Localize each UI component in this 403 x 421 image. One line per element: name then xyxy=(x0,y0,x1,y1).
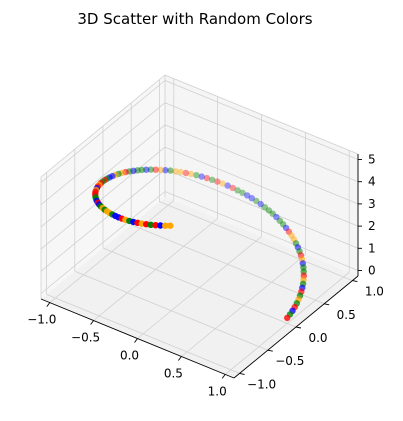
scatter-point xyxy=(285,228,293,235)
grid-line-y-floor xyxy=(102,247,297,328)
axis-lines xyxy=(40,74,359,379)
grid-line-z-side xyxy=(40,80,166,183)
x-tick xyxy=(134,338,138,343)
y-tick xyxy=(324,303,330,306)
scatter-point xyxy=(257,200,264,208)
z-tick-label: 1 xyxy=(368,241,376,255)
grid-line-y-floor xyxy=(46,294,240,374)
scatter-point xyxy=(282,224,290,232)
axis-ticks: −1.0 −0.5 0.0 0.5 1.0 −1.0 −0.5 0.0 0.5 1.0 0 1 2 3 4 5 xyxy=(27,153,384,399)
scatter-point xyxy=(234,187,241,194)
z-tick-label: 3 xyxy=(368,197,376,211)
grid-line-z-back xyxy=(164,191,359,271)
scatter-point xyxy=(229,184,236,192)
grid-line-z-back xyxy=(164,168,359,249)
y-tick-label: −1.0 xyxy=(247,377,276,391)
x-tick-label: −1.0 xyxy=(27,313,56,327)
scatter-point xyxy=(157,166,164,173)
y-tick-label: 0.0 xyxy=(308,331,327,345)
grid-line-y-floor xyxy=(131,224,325,305)
scatter-point xyxy=(273,213,280,221)
scatter-point xyxy=(253,197,260,205)
scatter-point xyxy=(279,221,287,228)
grid-line-z-side xyxy=(40,102,166,206)
grid-line-y-floor xyxy=(74,270,268,351)
scatter-point xyxy=(182,169,190,177)
scatter-point xyxy=(239,189,246,196)
y-tick xyxy=(239,372,245,375)
z-tick-label: 4 xyxy=(368,175,376,189)
grid-line-z-side xyxy=(40,168,166,272)
grid-line-z-side xyxy=(40,146,166,250)
z-tick-label: 5 xyxy=(368,153,376,167)
scatter-point xyxy=(167,222,174,229)
x-tick-label: 0.0 xyxy=(120,349,139,363)
scatter-points xyxy=(92,166,307,322)
scatter-point xyxy=(284,314,291,322)
grid-line-z-back xyxy=(164,80,359,160)
grid-line-z-side xyxy=(40,191,166,294)
scatter-point xyxy=(162,167,169,174)
pane-edge xyxy=(164,74,359,155)
scatter-point xyxy=(203,174,211,182)
scatter-point xyxy=(209,176,216,183)
x-tick xyxy=(90,320,94,325)
grid-line-z-back xyxy=(164,146,359,227)
scatter-point xyxy=(265,207,273,214)
scatter-point xyxy=(214,178,221,185)
scatter-point xyxy=(224,182,231,189)
y-tick xyxy=(267,349,273,352)
x-tick-label: −0.5 xyxy=(71,331,100,345)
scatter-point xyxy=(261,204,268,211)
grid-line-y-floor xyxy=(159,201,353,281)
scatter-point xyxy=(162,222,169,229)
x-tick-label: 1.0 xyxy=(208,384,227,398)
scatter-point xyxy=(187,170,195,178)
x-tick xyxy=(178,356,182,361)
scatter-point xyxy=(193,172,200,179)
grid-line-z-side xyxy=(40,124,166,228)
scatter-point xyxy=(248,195,255,202)
scatter-point xyxy=(157,222,164,229)
y-tick xyxy=(295,326,302,329)
grid-line-z-back xyxy=(164,102,359,183)
scatter-point xyxy=(172,168,179,175)
scatter-point xyxy=(167,167,174,174)
scatter-point xyxy=(152,222,159,229)
scatter-point xyxy=(276,217,283,224)
scatter-point xyxy=(147,221,154,228)
scatter-point xyxy=(152,166,159,173)
z-tick-label: 0 xyxy=(368,264,376,278)
y-tick-label: 1.0 xyxy=(365,285,384,299)
scatter-point xyxy=(177,168,184,176)
pane-edge xyxy=(40,74,166,178)
grid-line-z-back xyxy=(164,124,359,205)
y-tick xyxy=(352,280,358,283)
scatter-point xyxy=(244,192,251,199)
scatter-point xyxy=(147,166,155,173)
scatter-point xyxy=(198,173,205,180)
x-tick-label: 0.5 xyxy=(164,367,183,381)
y-tick-label: −0.5 xyxy=(275,354,304,368)
chart-title: 3D Scatter with Random Colors xyxy=(77,10,312,28)
x-tick xyxy=(46,302,51,307)
x-tick xyxy=(221,374,226,379)
scatter-point xyxy=(269,210,276,217)
grid-lines xyxy=(40,78,359,375)
scatter-point xyxy=(219,180,226,187)
y-tick-label: 0.5 xyxy=(337,308,356,322)
z-tick-label: 2 xyxy=(368,219,376,233)
